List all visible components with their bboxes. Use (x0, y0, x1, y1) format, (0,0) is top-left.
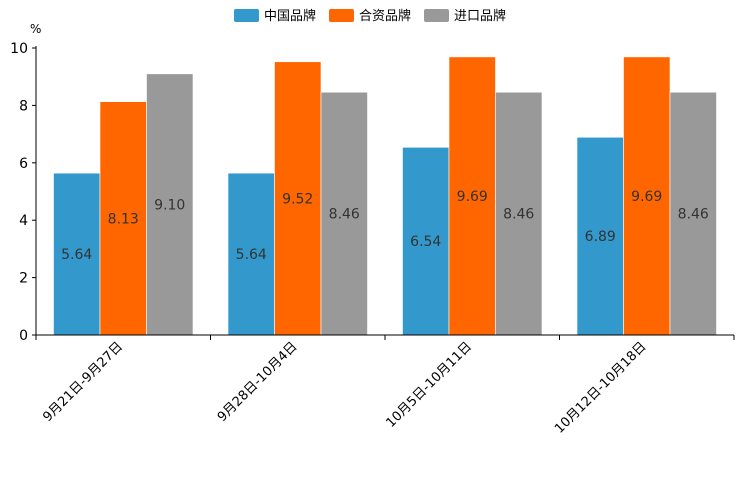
y-tick-label: 0 (19, 328, 28, 344)
data-label: 8.46 (329, 207, 360, 223)
x-category-label: 10月5日-10月11日 (383, 339, 475, 431)
x-category-label: 9月21日-9月27日 (40, 339, 126, 425)
data-label: 9.52 (282, 191, 313, 207)
legend-label-3: 进口品牌 (454, 8, 506, 24)
x-axis: 9月21日-9月27日 9月28日-10月4日 10月5日-10月11日 10月12日… (35, 334, 735, 437)
y-tick-label: 8 (19, 98, 28, 114)
bar-3-3 (495, 91, 543, 336)
legend-swatch-2 (329, 9, 354, 22)
data-label: 6.54 (410, 234, 441, 250)
bar-1-3 (402, 147, 450, 336)
bar-1-2 (227, 172, 275, 336)
data-label: 8.46 (678, 207, 709, 223)
bar-2-1 (99, 101, 147, 336)
legend-label-2: 合资品牌 (359, 8, 411, 24)
bar-2-2 (274, 61, 322, 336)
y-tick-label: 6 (19, 156, 28, 172)
legend-swatch-3 (424, 9, 449, 22)
y-tick-label: 2 (19, 271, 28, 287)
x-category-label: 9月28日-10月4日 (215, 339, 301, 425)
legend: 中国品牌 合资品牌 进口品牌 (234, 8, 506, 24)
data-label: 8.13 (108, 211, 139, 227)
bar-3-1 (146, 73, 194, 336)
bar-1-4 (576, 136, 624, 336)
data-label: 9.69 (457, 189, 488, 205)
data-label: 6.89 (585, 229, 616, 245)
y-tick-label: 4 (19, 213, 28, 229)
data-label: 5.64 (61, 247, 92, 263)
data-label: 9.10 (154, 197, 185, 213)
y-axis: 0 2 4 6 8 10 (10, 41, 37, 344)
bar-2-4 (623, 56, 671, 336)
bars: 5.64 8.13 9.10 5.64 9.52 8.46 6.54 9.69 8.46 6.89… (53, 56, 717, 336)
bar-3-2 (320, 91, 368, 336)
y-axis-unit-label: % (30, 22, 41, 36)
data-label: 9.69 (631, 189, 662, 205)
data-label: 5.64 (236, 247, 267, 263)
bar-2-3 (448, 56, 496, 336)
bar-3-4 (669, 91, 717, 336)
legend-label-1: 中国品牌 (264, 8, 316, 24)
y-tick-label: 10 (10, 41, 28, 57)
legend-swatch-1 (234, 9, 259, 22)
x-category-label: 10月12日-10月18日 (552, 339, 649, 436)
data-label: 8.46 (503, 207, 534, 223)
